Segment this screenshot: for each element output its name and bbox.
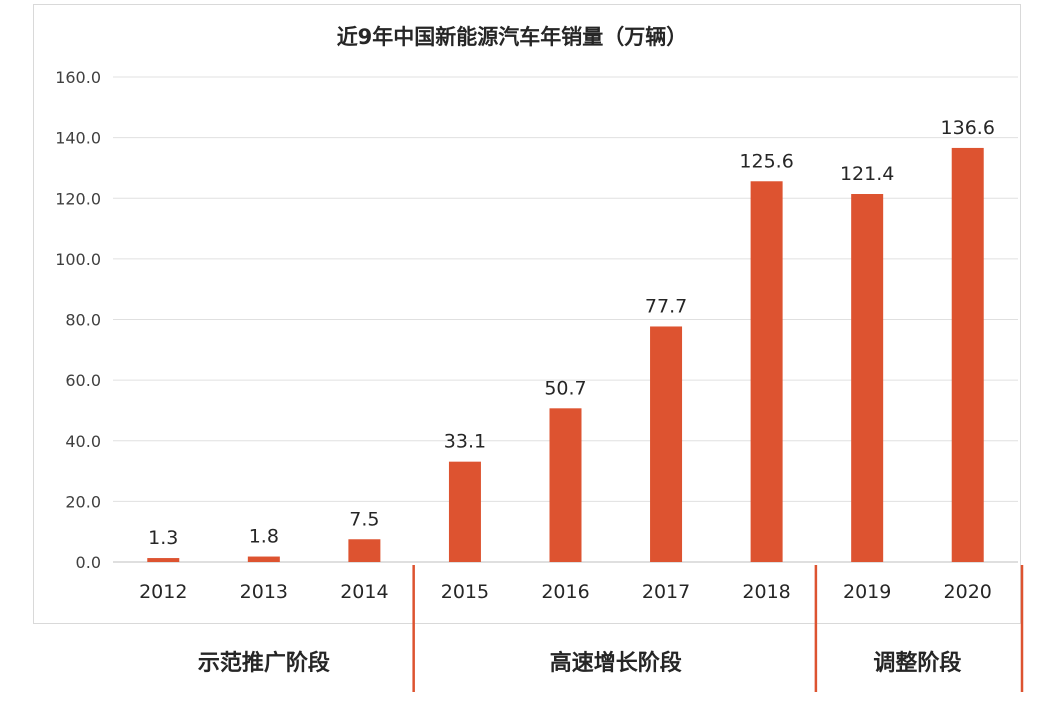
y-tick-label: 20.0 xyxy=(65,492,101,511)
bar-2017 xyxy=(650,326,683,562)
data-label: 121.4 xyxy=(840,163,894,185)
data-label: 7.5 xyxy=(349,508,379,530)
bar-2020 xyxy=(951,147,984,562)
x-tick-label: 2017 xyxy=(642,581,690,603)
phase-label: 调整阶段 xyxy=(873,650,961,676)
bar-2014 xyxy=(348,539,381,562)
x-tick-label: 2020 xyxy=(944,581,992,603)
chart-title: 近9年中国新能源汽车年销量（万辆） xyxy=(337,25,688,49)
x-tick-label: 2013 xyxy=(240,581,288,603)
x-tick-label: 2012 xyxy=(139,581,187,603)
bar-2015 xyxy=(448,461,481,562)
data-label: 125.6 xyxy=(739,150,793,172)
y-tick-label: 60.0 xyxy=(65,371,101,390)
x-tick-label: 2016 xyxy=(541,581,589,603)
y-tick-label: 120.0 xyxy=(55,189,101,208)
bar-2012 xyxy=(147,558,180,562)
bar-2019 xyxy=(851,194,884,562)
y-tick-label: 140.0 xyxy=(55,129,101,148)
y-tick-label: 100.0 xyxy=(55,250,101,269)
data-label: 1.3 xyxy=(148,527,178,549)
data-label: 1.8 xyxy=(249,526,279,548)
phase-label: 示范推广阶段 xyxy=(198,650,330,676)
x-tick-label: 2014 xyxy=(340,581,388,603)
x-tick-label: 2019 xyxy=(843,581,891,603)
x-tick-label: 2018 xyxy=(742,581,790,603)
phase-label: 高速增长阶段 xyxy=(550,650,682,676)
data-label: 50.7 xyxy=(544,377,586,399)
bar-2016 xyxy=(549,408,582,562)
bar-2013 xyxy=(247,556,280,562)
bar-2018 xyxy=(750,181,783,562)
x-tick-label: 2015 xyxy=(441,581,489,603)
data-label: 136.6 xyxy=(941,117,995,139)
y-tick-label: 80.0 xyxy=(65,311,101,330)
data-label: 77.7 xyxy=(645,295,687,317)
chart-frame xyxy=(33,4,1021,624)
y-tick-label: 40.0 xyxy=(65,432,101,451)
y-tick-label: 0.0 xyxy=(76,553,101,572)
data-label: 33.1 xyxy=(444,431,486,453)
y-tick-label: 160.0 xyxy=(55,68,101,87)
